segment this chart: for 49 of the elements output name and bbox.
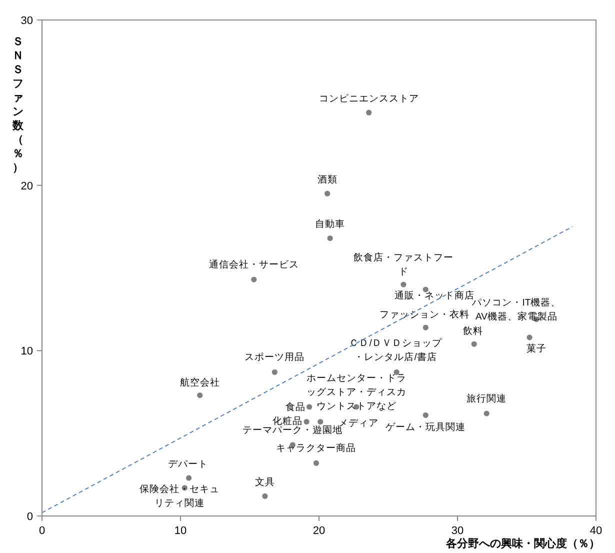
series-label: 酒類: [317, 174, 338, 186]
y-tick-label: 0: [26, 511, 33, 523]
point: [186, 475, 192, 481]
series-label: スポーツ用品: [244, 352, 305, 364]
y-tick-label: 20: [20, 180, 33, 192]
x-tick-label: 40: [590, 525, 602, 537]
series-label: 化粧品: [272, 414, 303, 427]
series-label: 通信会社・サービス: [208, 258, 299, 271]
series-label: 食品: [285, 400, 306, 413]
series-label: キャラクター商品: [276, 442, 356, 454]
series-label: コンビニエンスストア: [318, 94, 419, 105]
series-label: ホームセンター・ドラッグストア・ディスカウントストアなど: [306, 372, 406, 412]
point: [197, 392, 203, 398]
series-label: 保険会社・セキュリティ関連: [140, 482, 220, 509]
point: [422, 324, 428, 330]
point: [526, 334, 532, 340]
series-label: 文具: [254, 476, 275, 488]
point: [400, 282, 406, 288]
x-tick-label: 20: [312, 525, 326, 537]
series-label: 旅行関連: [466, 392, 507, 404]
point: [422, 412, 428, 418]
point: [422, 286, 428, 292]
y-tick-label: 30: [20, 15, 33, 27]
point: [366, 110, 372, 116]
series-label: 飲食店・ファストフード: [353, 252, 454, 278]
series-label: デパート: [168, 458, 208, 470]
point: [471, 341, 477, 347]
text: ＳＮＳファン数（％）: [12, 36, 24, 174]
x-axis-title: 各分野への興味・関心度（％）: [445, 537, 600, 550]
point: [394, 369, 400, 375]
series-label: ゲーム・玩具関連: [386, 421, 466, 434]
point: [313, 460, 320, 466]
point: [327, 235, 333, 242]
point: [251, 276, 257, 282]
series-label: 菓子: [526, 342, 547, 354]
point: [324, 190, 330, 196]
x-tick-label: 10: [174, 525, 187, 537]
series-label: 飲料: [463, 325, 484, 338]
series-label: 自動車: [315, 218, 346, 230]
point: [484, 410, 490, 416]
point: [262, 493, 268, 499]
point: [318, 418, 324, 425]
x-tick-label: 30: [451, 525, 464, 537]
point: [304, 418, 310, 425]
point: [272, 369, 278, 375]
x-tick-label: 0: [38, 525, 46, 537]
point: [306, 404, 312, 410]
series-label: 航空会社: [180, 376, 220, 388]
y-tick-label: 10: [20, 346, 33, 358]
